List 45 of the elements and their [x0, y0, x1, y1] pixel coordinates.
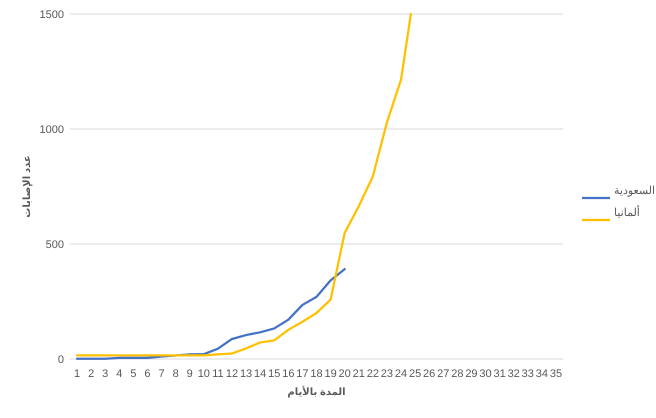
x-tick-label: 33 [522, 368, 534, 380]
x-tick-label: 20 [338, 368, 351, 380]
x-tick-label: 7 [158, 368, 165, 380]
x-tick-label: 26 [423, 368, 436, 380]
x-tick-label: 18 [310, 368, 323, 380]
x-tick-label: 34 [536, 368, 548, 380]
y-tick-label: 0 [58, 354, 64, 366]
x-tick-label: 6 [144, 368, 151, 380]
x-tick-label: 25 [408, 368, 422, 380]
y-tick-label: 1500 [40, 9, 64, 21]
x-tick-label: 29 [465, 368, 478, 380]
x-tick-label: 27 [437, 368, 450, 380]
x-tick-label: 24 [394, 368, 408, 380]
x-tick-label: 5 [130, 368, 136, 380]
line-series [76, 268, 346, 360]
legend-label: السعودية [614, 185, 656, 197]
x-tick-label: 2 [88, 368, 94, 380]
y-tick-label: 500 [46, 239, 64, 251]
x-tick-label: 23 [380, 368, 394, 380]
legend-label: ألمانيا [614, 205, 640, 219]
x-tick-label: 9 [186, 368, 193, 380]
x-tick-label: 31 [493, 368, 506, 380]
line-series [76, 12, 412, 356]
x-tick-label: 21 [352, 368, 365, 380]
y-tick-label: 1000 [40, 124, 64, 136]
x-tick-label: 15 [268, 368, 280, 380]
x-tick-label: 12 [226, 368, 238, 380]
x-tick-label: 8 [172, 368, 179, 380]
x-tick-label: 35 [550, 368, 562, 380]
y-axis-title: عدد الإصابات [22, 155, 33, 218]
x-tick-label: 19 [324, 368, 337, 380]
x-tick-label: 22 [366, 368, 379, 380]
x-tick-label: 10 [198, 368, 210, 380]
x-tick-label: 3 [102, 368, 108, 380]
x-tick-label: 32 [508, 368, 520, 380]
x-axis-title: المدة بالأيام [287, 385, 346, 398]
x-tick-label: 13 [240, 368, 252, 380]
x-tick-label: 4 [116, 368, 122, 380]
x-tick-label: 11 [212, 368, 224, 380]
x-tick-label: 16 [282, 368, 294, 380]
x-tick-label: 1 [74, 368, 80, 380]
x-tick-label: 17 [296, 368, 309, 380]
x-tick-label: 30 [479, 368, 492, 380]
x-tick-label: 28 [451, 368, 464, 380]
x-tick-label: 14 [254, 368, 266, 380]
